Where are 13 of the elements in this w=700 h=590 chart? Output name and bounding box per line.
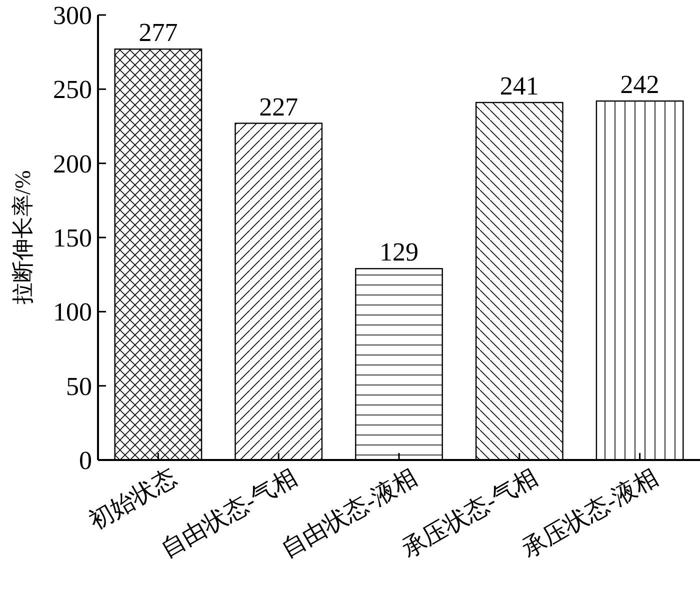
y-tick-label: 150 xyxy=(53,224,92,252)
data-label: 227 xyxy=(259,92,298,122)
data-label: 277 xyxy=(138,18,178,48)
y-tick-label: 200 xyxy=(53,149,92,178)
data-label: 242 xyxy=(620,70,660,100)
y-tick-label: 0 xyxy=(79,446,92,475)
y-tick-label: 50 xyxy=(66,372,92,401)
y-tick-label: 100 xyxy=(53,298,92,327)
y-axis-title: 拉断伸长率/% xyxy=(10,170,35,305)
data-label: 241 xyxy=(500,72,539,101)
y-tick-label: 300 xyxy=(53,1,92,30)
y-tick-label: 250 xyxy=(53,75,92,104)
data-label: 129 xyxy=(380,238,418,267)
